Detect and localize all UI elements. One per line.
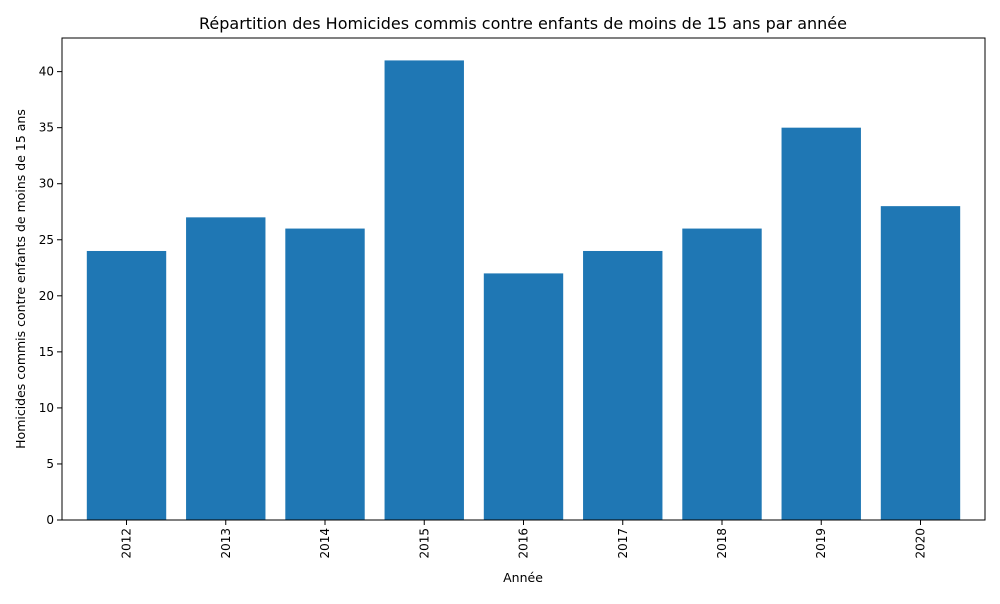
bar-2013: [186, 217, 266, 520]
y-tick-label: 40: [39, 65, 54, 79]
y-tick-label: 35: [39, 121, 54, 135]
x-tick-label: 2018: [715, 528, 729, 559]
x-tick-label: 2020: [913, 528, 927, 559]
y-axis-label: Homicides commis contre enfants de moins…: [13, 109, 28, 449]
y-tick-label: 10: [39, 401, 54, 415]
x-axis-label: Année: [503, 570, 543, 585]
bar-2017: [583, 250, 663, 521]
chart-title: Répartition des Homicides commis contre …: [199, 14, 847, 33]
x-tick-label: 2015: [417, 528, 431, 559]
y-tick-label: 30: [39, 177, 54, 191]
x-tick-label: 2016: [517, 528, 531, 559]
x-tick-label: 2013: [219, 528, 233, 559]
bar-2018: [682, 228, 762, 520]
x-tick-label: 2017: [616, 528, 630, 559]
bar-2015: [384, 60, 464, 521]
x-tick-label: 2019: [814, 528, 828, 559]
bar-2014: [285, 228, 365, 520]
y-tick-label: 0: [46, 513, 54, 527]
y-axis-ticks: 0 5 10 15 20 25 30 35 40: [39, 65, 62, 527]
y-tick-label: 25: [39, 233, 54, 247]
y-tick-label: 15: [39, 345, 54, 359]
x-tick-label: 2012: [120, 528, 134, 559]
bar-2020: [880, 206, 961, 520]
bar-2016: [483, 273, 564, 520]
plot-frame: [61, 37, 986, 521]
bars-layer: [86, 60, 961, 521]
x-tick-label: 2014: [318, 528, 332, 559]
bar-2012: [86, 250, 167, 521]
bar-2019: [781, 127, 861, 521]
y-tick-label: 5: [46, 457, 54, 471]
x-axis-ticks: 2012 2013 2014 2015 2016 2017 2018 2019 2020: [120, 520, 927, 559]
y-tick-label: 20: [39, 289, 54, 303]
